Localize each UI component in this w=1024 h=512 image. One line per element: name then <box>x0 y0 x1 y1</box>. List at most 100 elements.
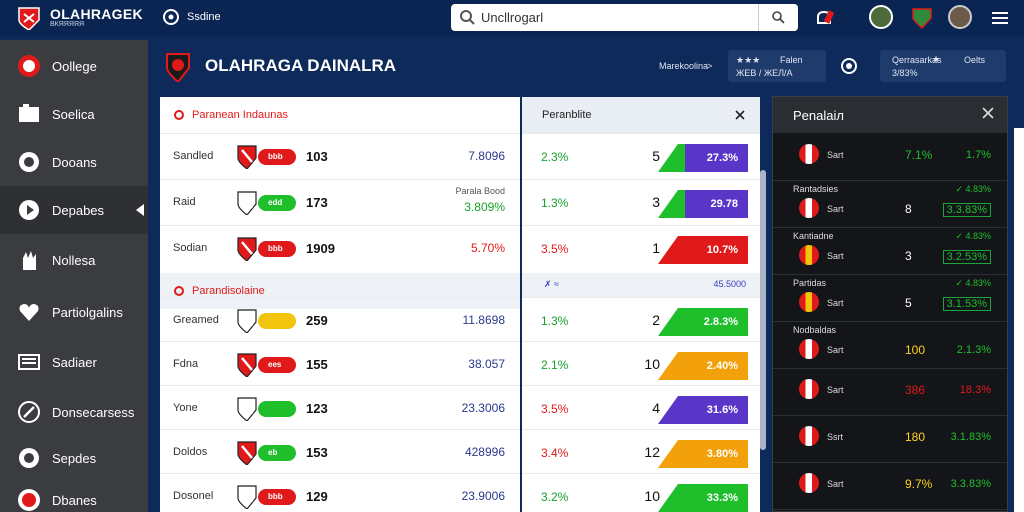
right-panel-title: Penalaiл <box>793 108 844 123</box>
record-dot-icon <box>174 110 184 120</box>
standings-row[interactable]: Ssrt 180 3.1.83% <box>773 415 1007 463</box>
sidebar-item-sadiaer[interactable]: Sadiaer <box>0 338 148 386</box>
sidebar-item-sepdes[interactable]: Sepdes <box>0 434 148 482</box>
table-row[interactable]: Yone 123 23.3006 <box>160 385 520 431</box>
ball-icon <box>18 489 40 511</box>
menu-icon[interactable] <box>988 6 1012 30</box>
right-panel-header: Penalaiл <box>773 97 1007 133</box>
form-pill: bbb <box>258 149 296 165</box>
form-pill-text: bbb <box>268 152 283 161</box>
row-value: 180 <box>905 430 926 444</box>
sidebar-item-label: Donsecarsess <box>52 405 135 420</box>
comparison-row[interactable]: 1.3% 2 2.8.3% <box>522 297 760 343</box>
user-avatar[interactable] <box>948 5 972 29</box>
team-flag-icon <box>799 339 819 359</box>
scrollbar[interactable] <box>760 170 766 450</box>
team-short: Sart <box>827 298 844 308</box>
notification-icon[interactable] <box>812 6 836 30</box>
standings-row[interactable]: Partidas ✓ 4.83% Sart 5 3.1.53% <box>773 274 1007 322</box>
row-value: 386 <box>905 383 926 397</box>
team-short: Sart <box>827 204 844 214</box>
sidebar-item-label: Dooans <box>52 155 97 170</box>
row-percentage: 18.3% <box>959 384 991 396</box>
row-percentage: 3.2.53% <box>942 250 991 264</box>
team-crest-icon <box>237 353 257 378</box>
standings-row[interactable]: Rantadsies ✓ 4.83% Sart 8 3.3.83% <box>773 180 1007 228</box>
table-row[interactable]: Sodian bbb 1909 5.70% <box>160 225 520 271</box>
comparison-column: Peranblite ✗ ≈ 45.5000 2.3% 5 27.3% 1.3%… <box>522 97 760 512</box>
standings-row[interactable]: Kantiadne ✓ 4.83% Sart 3 3.2.53% <box>773 227 1007 275</box>
close-icon[interactable] <box>981 106 995 120</box>
sidebar-item-dbanes[interactable]: Dbanes <box>0 476 148 512</box>
team-points: 103 <box>306 149 328 164</box>
comparison-row[interactable]: 3.2% 10 33.3% <box>522 473 760 512</box>
brand-subtitle: ВКЯЯЯЯЯ <box>50 21 85 28</box>
team-points: 1909 <box>306 241 335 256</box>
search-box[interactable] <box>451 4 798 31</box>
comparison-row[interactable]: 2.3% 5 27.3% <box>522 133 760 179</box>
team-name: Greamed <box>173 314 219 326</box>
sidebar-item-label: Sepdes <box>52 451 97 466</box>
section-title: Parandisolaine <box>192 285 265 297</box>
row-label: Nodbaldas <box>793 325 837 335</box>
shield-icon[interactable] <box>910 6 934 30</box>
team-crest-icon <box>237 309 257 334</box>
record-dot-icon <box>174 286 184 296</box>
table-row[interactable]: Raid edd 173 Parala Bood 3.809% <box>160 179 520 225</box>
table-row[interactable]: Fdna ees 155 38.057 <box>160 341 520 387</box>
standings-row[interactable]: Sart 386 18.3% <box>773 368 1007 416</box>
sidebar-item-label: Sadiaer <box>52 355 97 370</box>
comparison-bar: 2.8.3% <box>658 308 748 336</box>
sidebar-item-dooans[interactable]: Dooans <box>0 138 148 186</box>
sidebar-item-soelica[interactable]: Soelica <box>0 90 148 138</box>
sidebar-item-nollesa[interactable]: Nollesa <box>0 236 148 284</box>
team-crest-icon <box>237 191 257 216</box>
team-crest-icon <box>237 237 257 262</box>
sidebar-item-label: Soelica <box>52 107 95 122</box>
header-stat[interactable]: Marekoolina > <box>655 50 715 82</box>
comparison-row[interactable]: 3.5% 1 10.7% <box>522 225 760 271</box>
standings-row[interactable]: Sart 9.7% 3.3.83% <box>773 462 1007 510</box>
standings-row[interactable]: Sart 7.1% 1.7% <box>773 133 1007 181</box>
form-pill: eb <box>258 445 296 461</box>
sidebar-item-label: Nollesa <box>52 253 96 268</box>
sidebar-item-college[interactable]: Oollege <box>0 42 148 90</box>
comparison-bar: 3.80% <box>658 440 748 468</box>
comparison-percentage: 3.5% <box>541 402 569 416</box>
standings-row[interactable]: Nodbaldas Sart 100 2.1.3% <box>773 321 1007 369</box>
top-nav-link[interactable]: Ssdine <box>187 11 221 23</box>
team-name: Sodian <box>173 242 208 254</box>
avatar[interactable] <box>869 5 893 29</box>
info-icon[interactable] <box>840 57 858 75</box>
team-flag-icon <box>799 198 819 218</box>
feather-icon <box>18 401 40 423</box>
header-stat[interactable]: ★★★ Falen ЖЕВ / ЖЕЛ/А <box>728 50 826 82</box>
table-row[interactable]: Dosonel bbb 129 23.9006 <box>160 473 520 512</box>
team-points: 153 <box>306 445 328 460</box>
league-crest-icon <box>166 53 190 82</box>
comparison-row[interactable]: 2.1% 10 2.40% <box>522 341 760 387</box>
comparison-row[interactable]: 3.5% 4 31.6% <box>522 385 760 431</box>
globe-icon[interactable] <box>162 8 180 26</box>
table-row[interactable]: Greamed 259 11.8698 <box>160 297 520 343</box>
comparison-row[interactable]: 3.4% 12 3.80% <box>522 429 760 475</box>
row-trend: ✓ 4.83% <box>955 184 991 194</box>
comparison-row[interactable]: 1.3% 3 29.78 <box>522 179 760 225</box>
comparison-rank: 10 <box>644 488 660 504</box>
comparison-bar-fill <box>688 484 748 512</box>
table-row[interactable]: Sandled bbb 103 7.8096 <box>160 133 520 179</box>
brand: OLAHRAGEK ВКЯЯЯЯЯ <box>50 7 143 29</box>
close-icon[interactable] <box>734 109 746 121</box>
sidebar-item-label: Dbanes <box>52 493 97 508</box>
brand-logo-icon[interactable] <box>16 6 42 30</box>
search-input[interactable] <box>481 9 751 26</box>
search-clear-button[interactable] <box>758 4 798 31</box>
form-pill <box>258 313 296 329</box>
header-stat[interactable]: Qerrasarkas ★ Oelts 3/83% <box>880 50 1006 82</box>
section-header: Paranean Indaunas <box>160 97 520 133</box>
sidebar-item-partiolgalins[interactable]: Partiolgalins <box>0 288 148 336</box>
table-row[interactable]: Doldos eb 153 428996 <box>160 429 520 475</box>
team-flag-icon <box>799 473 819 493</box>
sidebar-item-depabes[interactable]: Depabes <box>0 186 148 234</box>
sidebar-item-donsecarsess[interactable]: Donsecarsess <box>0 388 148 436</box>
